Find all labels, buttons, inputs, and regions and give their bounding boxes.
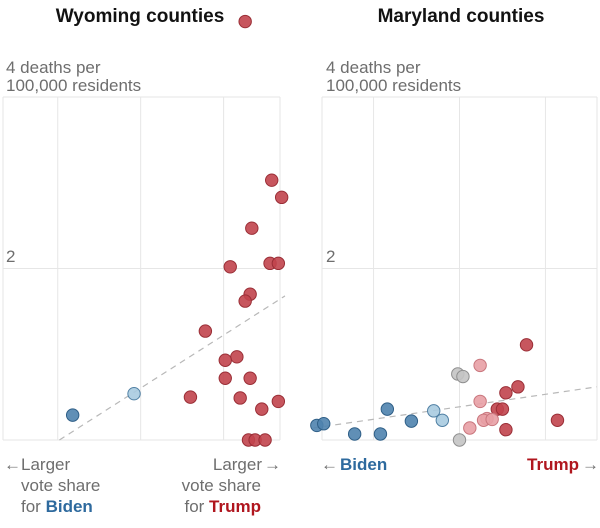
wyoming-county-point (238, 14, 252, 29)
wyoming-xlabel-left-line3: for Biden (21, 497, 93, 516)
wyoming-ytick-2: 2 (6, 247, 15, 266)
wyoming-xlabel-right-line2: vote share (182, 476, 261, 495)
wyoming-xlabel-right-for: for (184, 497, 209, 516)
wyoming-xlabel-left-line2: vote share (21, 476, 100, 495)
maryland-arrow-right: → (582, 455, 599, 474)
maryland-ytick-2: 2 (326, 247, 335, 266)
maryland-county-point (456, 369, 470, 384)
wyoming-county-point (183, 390, 198, 404)
wyoming-county-point (274, 190, 289, 205)
maryland-county-point (485, 412, 499, 427)
maryland-ylabel-line2: 100,000 residents (326, 76, 461, 95)
maryland-biden-label: Biden (340, 455, 387, 474)
wyoming-county-point (243, 371, 257, 385)
maryland-county-point (495, 402, 510, 416)
maryland-county-point (380, 402, 395, 416)
wyoming-trump-label: Trump (209, 497, 261, 516)
wyoming-panel: Wyoming counties 4 deaths per 100,000 re… (2, 6, 289, 516)
maryland-county-point (499, 386, 513, 400)
wyoming-county-point (230, 350, 244, 364)
maryland-county-point (473, 394, 487, 409)
maryland-county-point (435, 413, 450, 427)
wyoming-arrow-left: ← (4, 455, 21, 474)
maryland-county-point (347, 427, 362, 441)
maryland-grid (321, 96, 598, 441)
maryland-county-point (452, 433, 467, 447)
wyoming-county-point (198, 324, 213, 338)
wyoming-xlabel-right-line1: Larger (213, 455, 262, 474)
maryland-county-point (473, 358, 487, 373)
wyoming-county-point (127, 386, 141, 401)
wyoming-county-point (271, 394, 286, 409)
wyoming-trendline (59, 295, 286, 441)
wyoming-ylabel-line1: 4 deaths per (6, 58, 101, 77)
wyoming-county-point (271, 256, 286, 271)
maryland-arrow-left: ← (321, 455, 338, 474)
maryland-county-point (373, 427, 388, 441)
wyoming-points (65, 14, 289, 447)
wyoming-county-point (258, 433, 272, 447)
maryland-title: Maryland counties (378, 6, 545, 27)
maryland-county-point (317, 417, 331, 431)
maryland-trump-label: Trump (527, 455, 579, 474)
maryland-county-point (427, 404, 441, 418)
wyoming-county-point (238, 294, 252, 308)
maryland-county-point (550, 413, 565, 427)
wyoming-county-point (218, 353, 232, 367)
wyoming-title: Wyoming counties (56, 6, 225, 27)
wyoming-biden-label: Biden (46, 497, 93, 516)
wyoming-county-point (65, 408, 80, 422)
wyoming-grid (2, 96, 281, 441)
wyoming-county-point (218, 371, 232, 385)
wyoming-county-point (245, 221, 259, 235)
maryland-county-point (519, 338, 534, 352)
maryland-county-point (499, 423, 513, 437)
wyoming-county-point (255, 402, 269, 416)
maryland-county-point (463, 421, 477, 435)
maryland-county-point (404, 414, 419, 428)
wyoming-arrow-right: → (264, 455, 281, 474)
maryland-trendline (313, 386, 598, 429)
maryland-county-point (511, 380, 525, 394)
wyoming-county-point (265, 173, 279, 187)
wyoming-county-point (223, 260, 237, 274)
wyoming-ylabel-line2: 100,000 residents (6, 76, 141, 95)
maryland-points (310, 338, 565, 447)
wyoming-xlabel-left-line1: Larger (21, 455, 70, 474)
wyoming-xlabel-right-line3: for Trump (184, 497, 261, 516)
maryland-panel: Maryland counties 4 deaths per 100,000 r… (310, 6, 599, 474)
maryland-ylabel-line1: 4 deaths per (326, 58, 421, 77)
wyoming-county-point (233, 391, 247, 405)
wyoming-xlabel-left-for: for (21, 497, 46, 516)
